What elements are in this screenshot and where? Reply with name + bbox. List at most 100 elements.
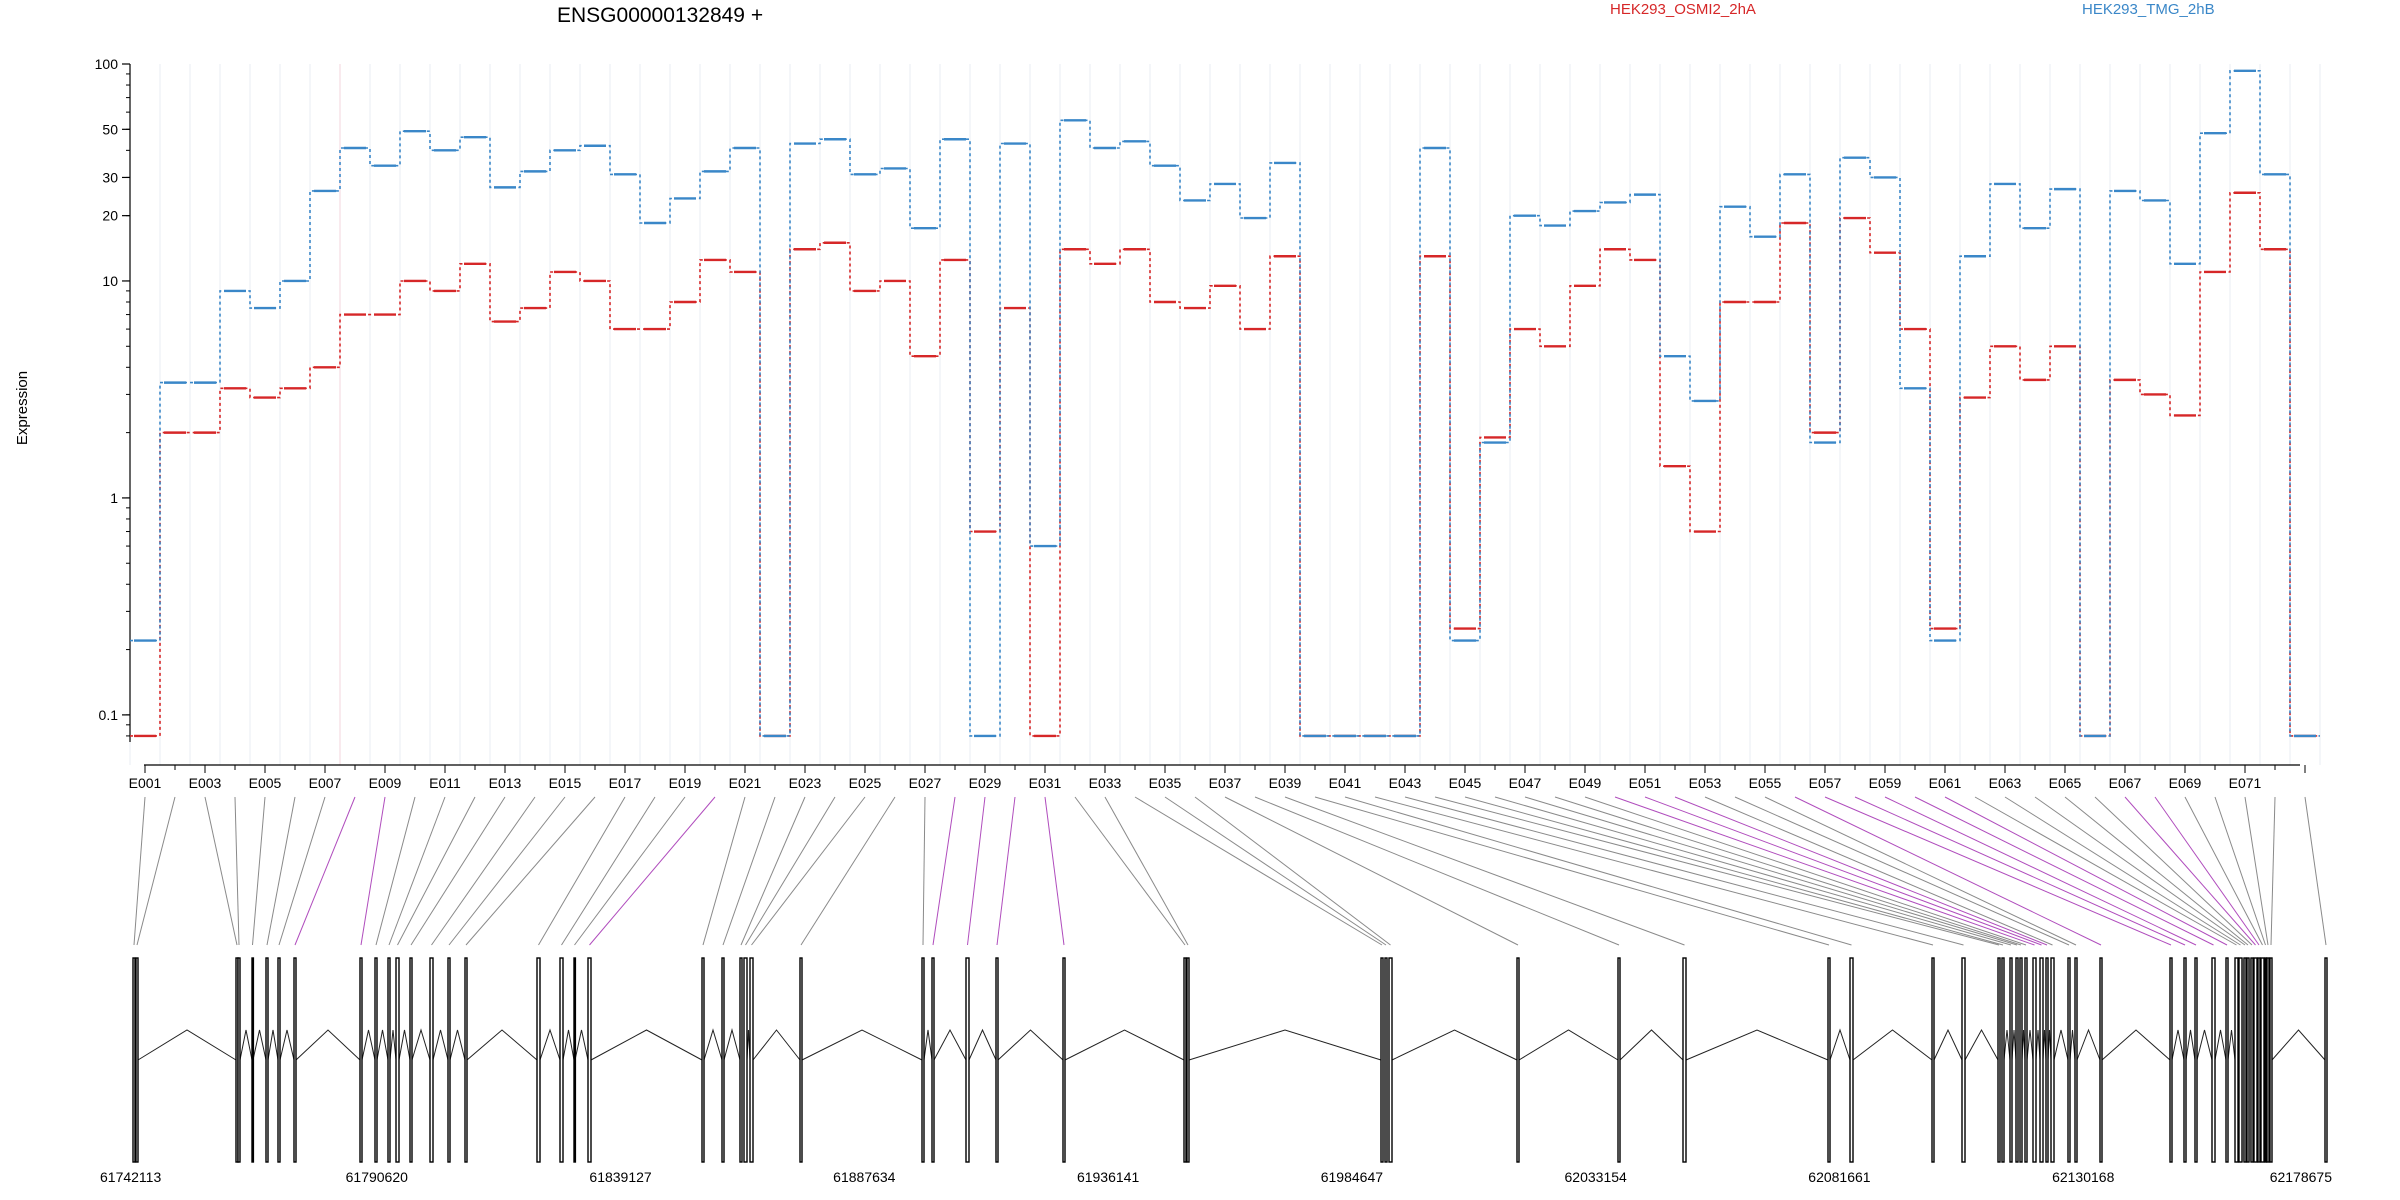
intron-line xyxy=(968,1028,997,1061)
exon-block xyxy=(293,957,297,1163)
exon-block xyxy=(931,957,935,1163)
exon-block xyxy=(395,957,400,1163)
exon-connector xyxy=(397,796,476,946)
exon-connector xyxy=(1374,796,1934,946)
exon-label: E051 xyxy=(1629,775,1662,791)
exon-connector xyxy=(967,796,986,946)
exon-connector xyxy=(1944,796,2228,946)
exon-label: E043 xyxy=(1389,775,1422,791)
exon-block xyxy=(2253,957,2258,1163)
exon-block xyxy=(1516,957,1520,1163)
exon-connector xyxy=(1734,796,2070,946)
exon-connector xyxy=(252,796,266,946)
exon-block xyxy=(2225,957,2229,1163)
exon-label: E031 xyxy=(1029,775,1062,791)
exon-block xyxy=(1388,957,1393,1163)
exon-label: E029 xyxy=(969,775,1002,791)
genomic-coordinate-label: 62178675 xyxy=(2270,1169,2333,1185)
exon-label: E041 xyxy=(1329,775,1362,791)
exon-connector xyxy=(2004,796,2241,946)
exon-connector xyxy=(1824,796,2172,946)
exon-gridlines xyxy=(129,64,2321,765)
genomic-coordinate-label: 61887634 xyxy=(833,1169,896,1185)
exon-block xyxy=(2183,957,2187,1163)
exon-connector xyxy=(234,796,240,946)
exon-label: E011 xyxy=(429,775,461,791)
exon-label: E065 xyxy=(2049,775,2082,791)
exon-block xyxy=(2024,957,2028,1163)
exon-label: E007 xyxy=(309,775,342,791)
intron-line xyxy=(361,1029,376,1061)
exon-block xyxy=(2266,957,2270,1163)
exon-block xyxy=(1997,957,2001,1163)
exon-connector xyxy=(1104,796,1189,946)
genomic-coordinate-label: 62081661 xyxy=(1808,1169,1871,1185)
y-axis: 0.1 1 10 20 30 50 100 xyxy=(95,56,131,742)
exon-connector xyxy=(2184,796,2263,946)
exon-connector xyxy=(1884,796,2197,946)
exon-connector xyxy=(360,796,386,946)
exon-connector xyxy=(448,796,566,946)
exon-connector xyxy=(375,796,416,946)
exon-connector xyxy=(2064,796,2249,946)
exon-label: E055 xyxy=(1749,775,1782,791)
exon-block xyxy=(132,957,136,1163)
legend-entry-tmg: HEK293_TMG_2hB xyxy=(2082,1,2215,18)
exon-label: E023 xyxy=(789,775,822,791)
intron-line xyxy=(933,1028,967,1061)
exon-label: E061 xyxy=(1929,775,1962,791)
exon-label: E047 xyxy=(1509,775,1542,791)
exon-label: E019 xyxy=(669,775,702,791)
exon-block xyxy=(1827,957,1831,1163)
intron-line xyxy=(1964,1028,1999,1061)
exon-block xyxy=(2264,957,2268,1163)
exon-block xyxy=(2260,957,2265,1163)
exon-block xyxy=(2211,957,2216,1163)
exon-axis: E001 E003 E005 E007 E009 E011 E013 E015 E017 E019… xyxy=(129,764,2306,791)
gene-model xyxy=(132,957,2328,1163)
exon-connector xyxy=(2304,796,2327,946)
exon-label: E027 xyxy=(909,775,942,791)
genomic-coordinate-label: 61984647 xyxy=(1321,1169,1384,1185)
exon-block xyxy=(743,957,748,1163)
exon-block xyxy=(587,957,592,1163)
intron-line xyxy=(2271,1029,2326,1061)
exon-label: E003 xyxy=(189,775,222,791)
exon-label: E057 xyxy=(1809,775,1842,791)
exon-label: E067 xyxy=(2109,775,2142,791)
exon-label: E013 xyxy=(489,775,522,791)
exon-label: E017 xyxy=(609,775,642,791)
exon-block xyxy=(2234,957,2239,1163)
exon-connector xyxy=(751,796,866,946)
exon-connector xyxy=(1584,796,2027,946)
intron-line xyxy=(2227,1029,2236,1061)
exon-connector xyxy=(204,796,238,946)
exon-connector xyxy=(1314,796,1830,946)
intron-line xyxy=(1852,1029,1933,1061)
exon-connector xyxy=(431,796,536,946)
y-tick-label: 1 xyxy=(110,490,118,506)
exon-connector xyxy=(278,796,326,946)
intron-line xyxy=(2185,1029,2196,1061)
exon-connector xyxy=(1644,796,2042,946)
intron-line xyxy=(376,1029,389,1061)
exon-block xyxy=(2238,957,2243,1163)
intron-line xyxy=(1685,1029,1829,1061)
exon-connector xyxy=(2270,796,2276,946)
intron-line xyxy=(389,1029,397,1061)
intron-line xyxy=(539,1028,561,1061)
exon-connector xyxy=(589,796,716,946)
exon-label: E021 xyxy=(729,775,762,791)
intron-line xyxy=(574,1029,589,1061)
exon-block xyxy=(2045,957,2049,1163)
exon-connector xyxy=(2154,796,2260,946)
exon-block xyxy=(2032,957,2037,1163)
intron-line xyxy=(2026,1029,2034,1061)
intron-line xyxy=(801,1029,923,1061)
intron-line xyxy=(137,1029,237,1061)
exon-block xyxy=(447,957,451,1163)
exon-label: E005 xyxy=(249,775,282,791)
intron-line xyxy=(2053,1029,2069,1061)
exon-block xyxy=(1186,957,1190,1163)
exon-connector xyxy=(1044,796,1065,946)
